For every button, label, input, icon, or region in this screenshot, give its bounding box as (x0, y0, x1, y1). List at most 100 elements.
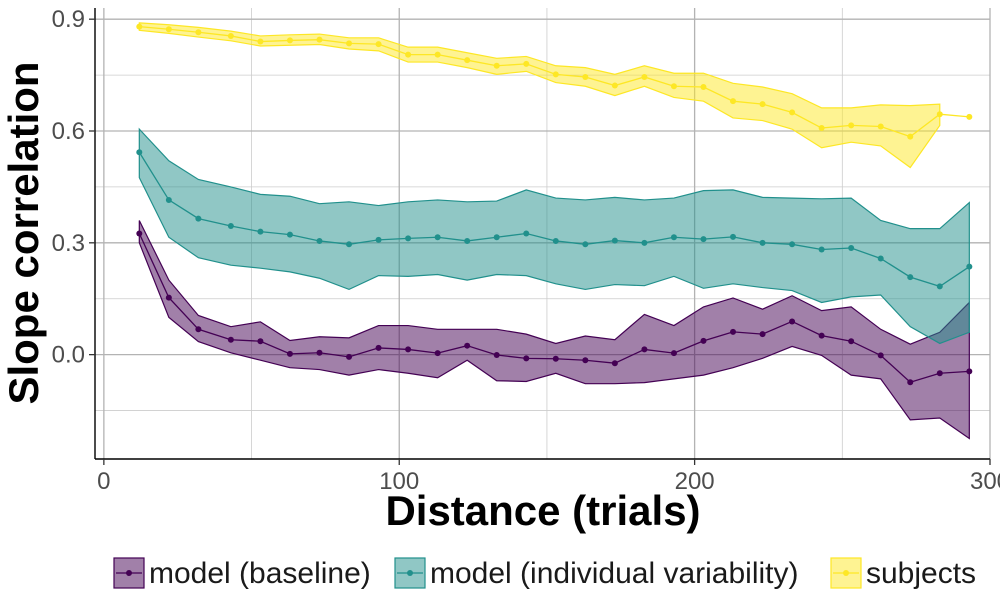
point-model-baseline (434, 350, 441, 357)
series-points (136, 23, 973, 386)
point-model-individual-variability (641, 239, 648, 246)
x-tick-label: 0 (97, 468, 110, 495)
point-model-individual-variability (434, 234, 441, 241)
legend-point (843, 570, 849, 576)
point-model-individual-variability (730, 233, 737, 240)
axes (89, 8, 991, 465)
point-model-individual-variability (136, 149, 143, 156)
legend-label-subjects: subjects (866, 557, 976, 590)
point-model-individual-variability (165, 196, 172, 203)
point-subjects (316, 36, 323, 43)
point-model-baseline (611, 360, 618, 367)
y-tick-label: 0.3 (52, 230, 85, 257)
point-model-individual-variability (316, 237, 323, 244)
point-subjects (195, 29, 202, 36)
legend-item-individual-variability: model (individual variability) (394, 557, 798, 590)
point-model-individual-variability (611, 237, 618, 244)
point-model-individual-variability (759, 239, 766, 246)
point-subjects (165, 26, 172, 33)
point-model-baseline (227, 336, 234, 343)
point-subjects (375, 41, 382, 48)
x-tick-label: 200 (675, 468, 715, 495)
point-model-baseline (936, 370, 943, 377)
band-model-individual-variability (138, 127, 970, 345)
confidence-bands (138, 22, 970, 440)
point-model-individual-variability (789, 241, 796, 248)
point-subjects (582, 73, 589, 80)
legend-label-baseline: model (baseline) (149, 557, 371, 590)
point-model-baseline (670, 350, 677, 357)
point-model-baseline (493, 352, 500, 359)
point-subjects (464, 57, 471, 64)
point-subjects (877, 123, 884, 130)
point-model-individual-variability (877, 255, 884, 262)
point-subjects (907, 133, 914, 140)
point-model-individual-variability (493, 234, 500, 241)
point-model-baseline (375, 344, 382, 351)
point-model-individual-variability (936, 283, 943, 290)
point-model-baseline (789, 318, 796, 325)
point-model-individual-variability (195, 215, 202, 222)
point-model-baseline (907, 379, 914, 386)
point-model-individual-variability (552, 237, 559, 244)
point-subjects (523, 60, 530, 67)
band-subjects (138, 22, 941, 169)
point-subjects (346, 40, 353, 47)
point-model-baseline (464, 342, 471, 349)
point-model-individual-variability (907, 274, 914, 281)
x-tick-label: 100 (379, 468, 419, 495)
point-model-baseline (966, 368, 973, 375)
point-model-baseline (552, 355, 559, 362)
point-subjects (848, 122, 855, 129)
point-model-individual-variability (848, 245, 855, 252)
point-model-individual-variability (375, 236, 382, 243)
point-model-baseline (877, 352, 884, 359)
point-model-individual-variability (670, 234, 677, 241)
point-model-baseline (286, 350, 293, 357)
y-axis-title: Slope correlation (0, 61, 47, 404)
y-tick-label: 0.6 (52, 118, 85, 145)
point-subjects (227, 32, 234, 39)
point-model-individual-variability (818, 246, 825, 253)
point-model-individual-variability (966, 263, 973, 270)
point-subjects (936, 111, 943, 118)
legend-key-baseline (113, 557, 145, 589)
point-subjects (730, 98, 737, 105)
legend-label-individual-variability: model (individual variability) (430, 557, 798, 590)
point-subjects (789, 109, 796, 116)
legend-key-individual-variability (394, 557, 426, 589)
point-model-baseline (346, 353, 353, 360)
point-model-baseline (582, 357, 589, 364)
point-subjects (966, 113, 973, 120)
point-subjects (700, 84, 707, 91)
legend-point (407, 570, 413, 576)
y-tick-label: 0.0 (52, 342, 85, 369)
point-model-baseline (136, 230, 143, 237)
point-model-baseline (848, 338, 855, 345)
point-model-baseline (523, 355, 530, 362)
point-model-baseline (195, 326, 202, 333)
point-model-baseline (165, 294, 172, 301)
point-model-individual-variability (464, 237, 471, 244)
point-model-individual-variability (346, 241, 353, 248)
legend-item-baseline: model (baseline) (113, 557, 371, 590)
y-tick-label: 0.9 (52, 6, 85, 33)
band-model-baseline (138, 220, 970, 440)
point-subjects (759, 101, 766, 108)
point-model-individual-variability (286, 231, 293, 238)
point-subjects (493, 62, 500, 69)
point-subjects (286, 37, 293, 44)
point-model-individual-variability (582, 241, 589, 248)
point-subjects (136, 23, 143, 30)
point-model-individual-variability (700, 236, 707, 243)
point-subjects (257, 38, 264, 45)
point-subjects (552, 71, 559, 78)
point-model-baseline (641, 346, 648, 353)
point-model-individual-variability (227, 223, 234, 230)
point-subjects (670, 83, 677, 90)
point-model-baseline (730, 328, 737, 335)
point-subjects (818, 125, 825, 132)
point-model-baseline (316, 349, 323, 356)
point-model-baseline (759, 331, 766, 338)
point-subjects (405, 51, 412, 58)
